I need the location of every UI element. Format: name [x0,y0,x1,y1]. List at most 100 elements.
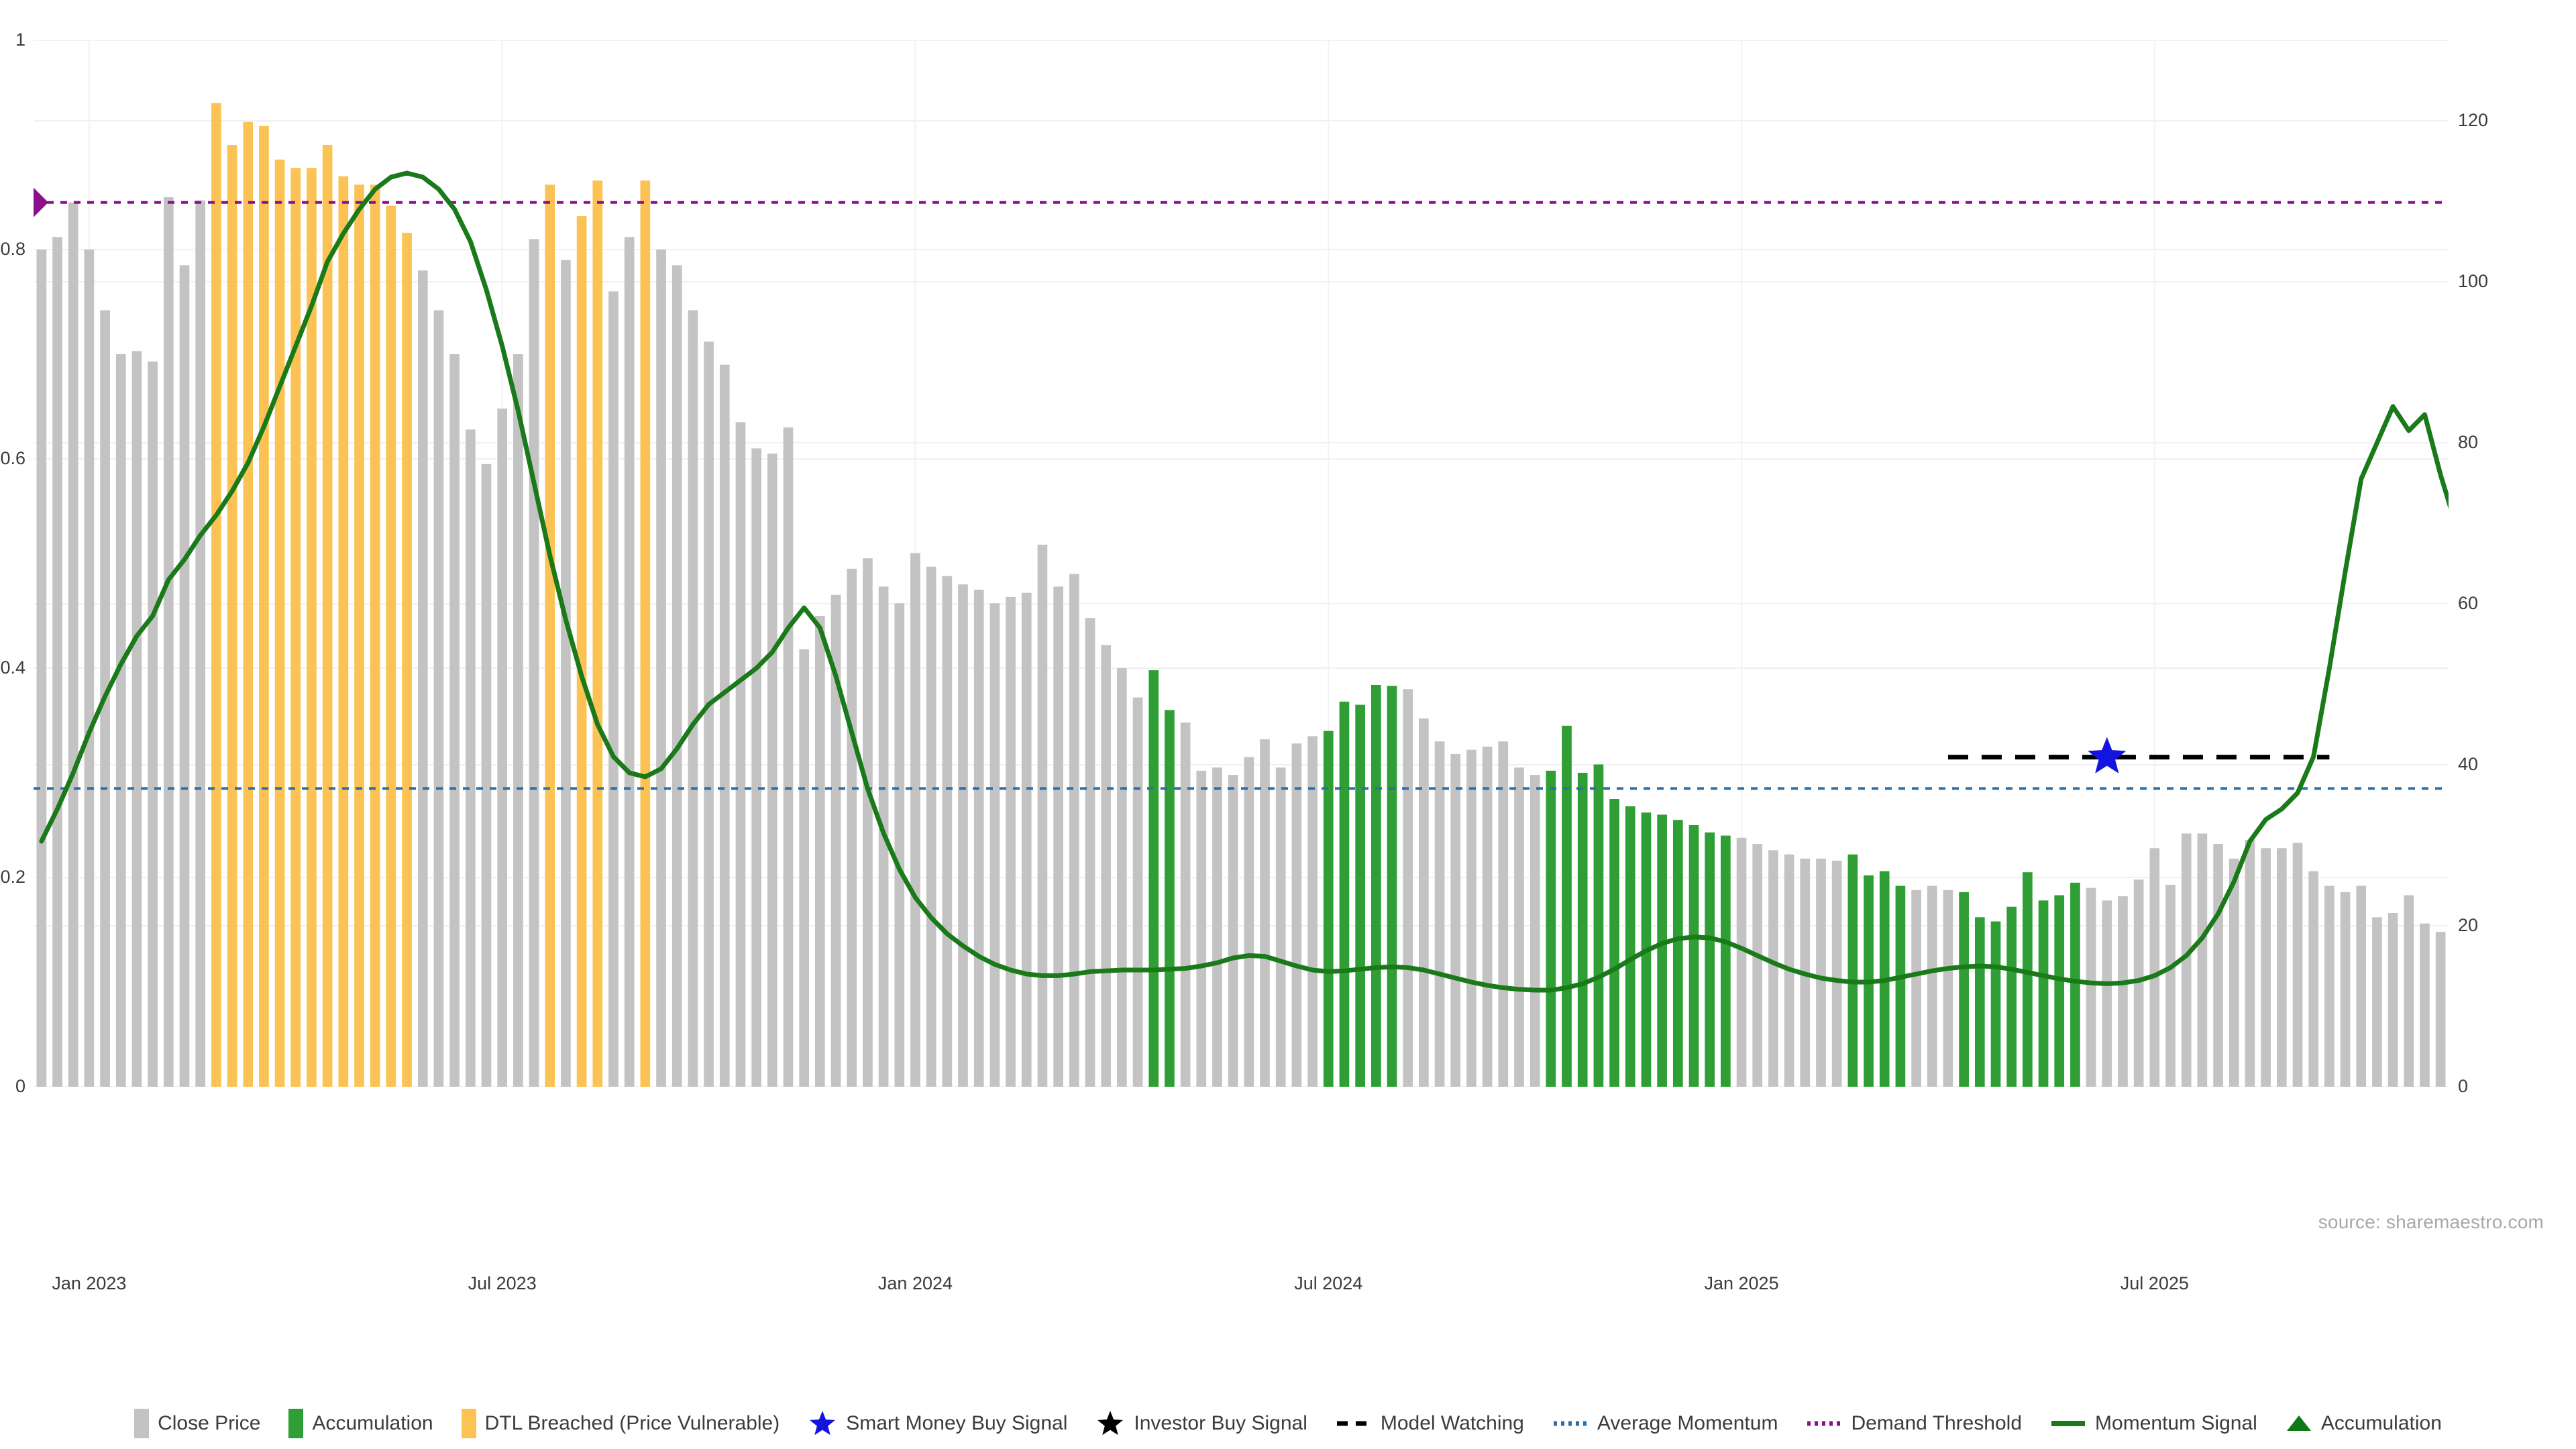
bar-orange[interactable] [290,168,301,1087]
bar-gray[interactable] [2372,917,2382,1087]
bar-green[interactable] [2038,900,2049,1087]
bar-gray[interactable] [910,553,920,1087]
smart-money-buy-signal-star[interactable] [2088,737,2127,773]
bar-green[interactable] [1546,770,1556,1087]
bar-gray[interactable] [2181,833,2192,1087]
bar-gray[interactable] [2213,844,2223,1087]
bar-gray[interactable] [1085,618,1095,1087]
bar-gray[interactable] [163,197,174,1087]
bar-green[interactable] [1323,731,1334,1087]
bar-gray[interactable] [735,422,746,1087]
bar-gray[interactable] [1307,736,1318,1087]
bar-gray[interactable] [624,237,635,1087]
bar-gray[interactable] [513,354,523,1087]
bar-gray[interactable] [1768,850,1778,1087]
bar-green[interactable] [1371,684,1381,1087]
bar-gray[interactable] [2197,833,2208,1087]
bar-gray[interactable] [2435,932,2446,1087]
bar-green[interactable] [1355,704,1365,1087]
bar-green[interactable] [1974,917,1985,1087]
bar-gray[interactable] [1021,592,1032,1087]
bar-gray[interactable] [2245,839,2255,1087]
bar-gray[interactable] [195,200,206,1087]
bar-gray[interactable] [1037,544,1048,1087]
bar-gray[interactable] [1752,844,1763,1087]
bar-gray[interactable] [2133,879,2144,1087]
legend-item[interactable]: Accumulation [288,1409,433,1438]
bar-gray[interactable] [1117,668,1127,1087]
bar-gray[interactable] [1514,767,1524,1087]
bar-gray[interactable] [989,603,1000,1087]
bar-gray[interactable] [1911,890,1921,1087]
bar-gray[interactable] [1450,753,1461,1087]
bar-gray[interactable] [704,341,714,1087]
bar-gray[interactable] [1816,858,1826,1087]
bar-gray[interactable] [449,354,460,1087]
bar-orange[interactable] [243,121,254,1087]
bar-gray[interactable] [1228,775,1238,1087]
bar-orange[interactable] [640,180,651,1087]
bar-gray[interactable] [799,649,810,1087]
bar-gray[interactable] [1529,775,1540,1087]
bar-gray[interactable] [1275,767,1286,1087]
legend-item[interactable]: Accumulation [2286,1413,2442,1434]
bar-gray[interactable] [465,429,476,1087]
bar-green[interactable] [1562,725,1572,1087]
bar-green[interactable] [1990,921,2001,1087]
bar-gray[interactable] [2404,895,2414,1087]
bar-gray[interactable] [529,239,539,1087]
bar-gray[interactable] [958,584,968,1087]
bar-gray[interactable] [1943,890,1953,1087]
bar-orange[interactable] [592,180,603,1087]
bar-orange[interactable] [354,184,364,1087]
bar-orange[interactable] [274,159,285,1087]
bar-gray[interactable] [656,250,666,1087]
bar-gray[interactable] [942,576,953,1087]
bar-gray[interactable] [863,558,873,1087]
bar-gray[interactable] [497,409,508,1087]
bar-green[interactable] [1609,799,1619,1087]
bar-gray[interactable] [2276,848,2287,1087]
bar-orange[interactable] [370,184,380,1087]
bar-gray[interactable] [2165,884,2176,1087]
bar-gray[interactable] [1212,767,1222,1087]
bar-orange[interactable] [545,184,555,1087]
bar-gray[interactable] [433,310,444,1087]
bar-green[interactable] [2006,906,2017,1087]
bar-gray[interactable] [2340,892,2351,1087]
bar-gray[interactable] [767,453,777,1087]
bar-gray[interactable] [179,265,190,1087]
legend-item[interactable]: Close Price [134,1409,260,1438]
bar-gray[interactable] [84,250,95,1087]
bar-green[interactable] [1688,825,1699,1087]
bar-gray[interactable] [2308,871,2319,1087]
bar-gray[interactable] [1419,718,1429,1087]
bar-gray[interactable] [1482,747,1493,1087]
legend-item[interactable]: DTL Breached (Price Vulnerable) [461,1409,780,1438]
bar-orange[interactable] [402,233,412,1087]
bar-gray[interactable] [131,351,142,1087]
bar-gray[interactable] [1196,770,1207,1087]
bar-gray[interactable] [1831,861,1842,1087]
bar-gray[interactable] [672,265,682,1087]
bar-orange[interactable] [307,168,317,1087]
bar-gray[interactable] [2420,923,2430,1087]
bar-gray[interactable] [148,361,158,1087]
bar-gray[interactable] [2292,843,2303,1087]
bar-green[interactable] [1895,885,1906,1087]
bar-green[interactable] [1339,701,1350,1087]
bar-orange[interactable] [211,103,221,1087]
bar-gray[interactable] [719,364,730,1087]
bar-green[interactable] [1593,764,1604,1087]
legend-item[interactable]: Demand Threshold [1806,1413,2022,1434]
bar-gray[interactable] [115,354,126,1087]
bar-gray[interactable] [2102,900,2112,1087]
bar-gray[interactable] [1927,885,1937,1087]
bar-gray[interactable] [2324,885,2334,1087]
bar-gray[interactable] [2356,885,2367,1087]
bar-gray[interactable] [1434,741,1445,1087]
legend-item[interactable]: Investor Buy Signal [1095,1409,1307,1438]
bar-gray[interactable] [2387,913,2398,1087]
bar-gray[interactable] [894,603,905,1087]
bar-gray[interactable] [1069,574,1079,1087]
